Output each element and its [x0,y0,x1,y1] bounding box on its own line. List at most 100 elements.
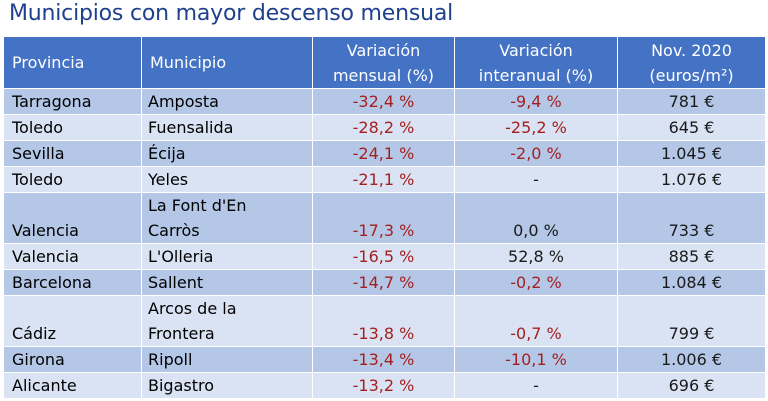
cell-provincia: Alicante [4,373,142,399]
variacion-mensual-value: -14,7 % [352,273,415,292]
precio-value: 1.076 € [660,170,723,189]
cell-precio: 799 € [618,296,765,347]
precio-value: 781 € [668,92,715,111]
header-precio: Nov. 2020 (euros/m²) [618,37,765,89]
municipio-text: Arcos de la [148,299,237,318]
cell-variacion-mensual: -13,4 % [313,347,455,373]
cell-precio: 1.084 € [618,270,765,296]
cell-variacion-mensual: -21,1 % [313,167,455,193]
variacion-mensual-value: -17,3 % [352,221,415,240]
cell-variacion-mensual: -13,8 % [313,296,455,347]
variacion-interanual-value: -2,0 % [510,144,562,163]
cell-variacion-interanual: -0,7 % [455,296,618,347]
cell-municipio: Bigastro [142,373,313,399]
provincia-text: Alicante [12,376,77,395]
cell-municipio: Fuensalida [142,115,313,141]
cell-provincia: Valencia [4,244,142,270]
cell-variacion-interanual: - [455,167,618,193]
cell-variacion-interanual: -0,2 % [455,270,618,296]
provincia-text: Cádiz [12,324,56,343]
cell-variacion-interanual: -10,1 % [455,347,618,373]
variacion-mensual-value: -28,2 % [352,118,415,137]
variacion-interanual-value: 0,0 % [513,221,559,240]
provincia-text: Barcelona [12,273,92,292]
header-variacion-interanual-line1: Variación [499,40,573,60]
precio-value: 696 € [668,376,715,395]
municipio-text: Yeles [148,170,189,189]
cell-variacion-mensual: -17,3 % [313,193,455,244]
cell-precio: 1.076 € [618,167,765,193]
variacion-mensual-value: -16,5 % [352,247,415,266]
cell-variacion-mensual: -32,4 % [313,89,455,115]
header-precio-line1: Nov. 2020 [651,40,732,60]
cell-provincia: Girona [4,347,142,373]
cell-variacion-interanual: -2,0 % [455,141,618,167]
cell-variacion-mensual: -13,2 % [313,373,455,399]
variacion-mensual-value: -13,2 % [352,376,415,395]
cell-provincia: Barcelona [4,270,142,296]
variacion-mensual-value: -24,1 % [352,144,415,163]
precio-value: 1.006 € [660,350,723,369]
municipio-text: Écija [148,144,186,163]
cell-precio: 696 € [618,373,765,399]
municipio-text: La Font d'En [148,196,247,215]
municipio-text: Sallent [148,273,204,292]
precio-value: 1.045 € [660,144,723,163]
header-provincia: Provincia [4,37,142,89]
header-precio-line2: (euros/m²) [649,65,734,85]
cell-precio: 1.006 € [618,347,765,373]
variacion-interanual-value: -9,4 % [510,92,562,111]
precio-value: 799 € [668,324,715,343]
cell-variacion-mensual: -24,1 % [313,141,455,167]
cell-variacion-mensual: -14,7 % [313,270,455,296]
cell-precio: 1.045 € [618,141,765,167]
precio-value: 645 € [668,118,715,137]
cell-municipio: Amposta [142,89,313,115]
header-variacion-interanual-line2: interanual (%) [478,65,594,85]
provincia-text: Valencia [12,247,79,266]
page-title: Municipios con mayor descenso mensual [9,1,454,26]
variacion-interanual-value: -0,7 % [510,324,562,343]
municipio-text: Fuensalida [148,118,234,137]
municipio-text-line2: Carròs [148,221,200,240]
cell-variacion-interanual: -25,2 % [455,115,618,141]
municipio-text-line2: Frontera [148,324,215,343]
cell-municipio: La Font d'En Carròs [142,193,313,244]
cell-provincia: Cádiz [4,296,142,347]
cell-variacion-mensual: -28,2 % [313,115,455,141]
cell-municipio: Écija [142,141,313,167]
header-municipio: Municipio [142,37,313,89]
header-variacion-interanual: Variación interanual (%) [455,37,618,89]
header-variacion-mensual-line2: mensual (%) [332,65,435,85]
cell-municipio: Arcos de la Frontera [142,296,313,347]
cell-municipio: Yeles [142,167,313,193]
cell-variacion-interanual: 0,0 % [455,193,618,244]
cell-municipio: Sallent [142,270,313,296]
cell-variacion-interanual: - [455,373,618,399]
variacion-interanual-value: - [533,170,539,189]
cell-precio: 645 € [618,115,765,141]
variacion-interanual-value: -25,2 % [505,118,567,137]
variacion-interanual-value: 52,8 % [508,247,564,266]
header-variacion-mensual: Variación mensual (%) [313,37,455,89]
cell-provincia: Valencia [4,193,142,244]
provincia-text: Tarragona [12,92,92,111]
cell-variacion-interanual: 52,8 % [455,244,618,270]
cell-provincia: Sevilla [4,141,142,167]
variacion-mensual-value: -32,4 % [352,92,415,111]
provincia-text: Girona [12,350,65,369]
precio-value: 1.084 € [660,273,723,292]
variacion-mensual-value: -13,8 % [352,324,415,343]
variacion-interanual-value: -10,1 % [505,350,567,369]
cell-variacion-interanual: -9,4 % [455,89,618,115]
cell-municipio: Ripoll [142,347,313,373]
provincia-text: Valencia [12,221,79,240]
cell-provincia: Toledo [4,115,142,141]
cell-precio: 733 € [618,193,765,244]
municipio-text: Amposta [148,92,219,111]
municipio-text: Ripoll [148,350,193,369]
precio-value: 885 € [668,247,715,266]
precio-value: 733 € [668,221,715,240]
header-variacion-mensual-line1: Variación [346,40,421,60]
cell-municipio: L'Olleria [142,244,313,270]
